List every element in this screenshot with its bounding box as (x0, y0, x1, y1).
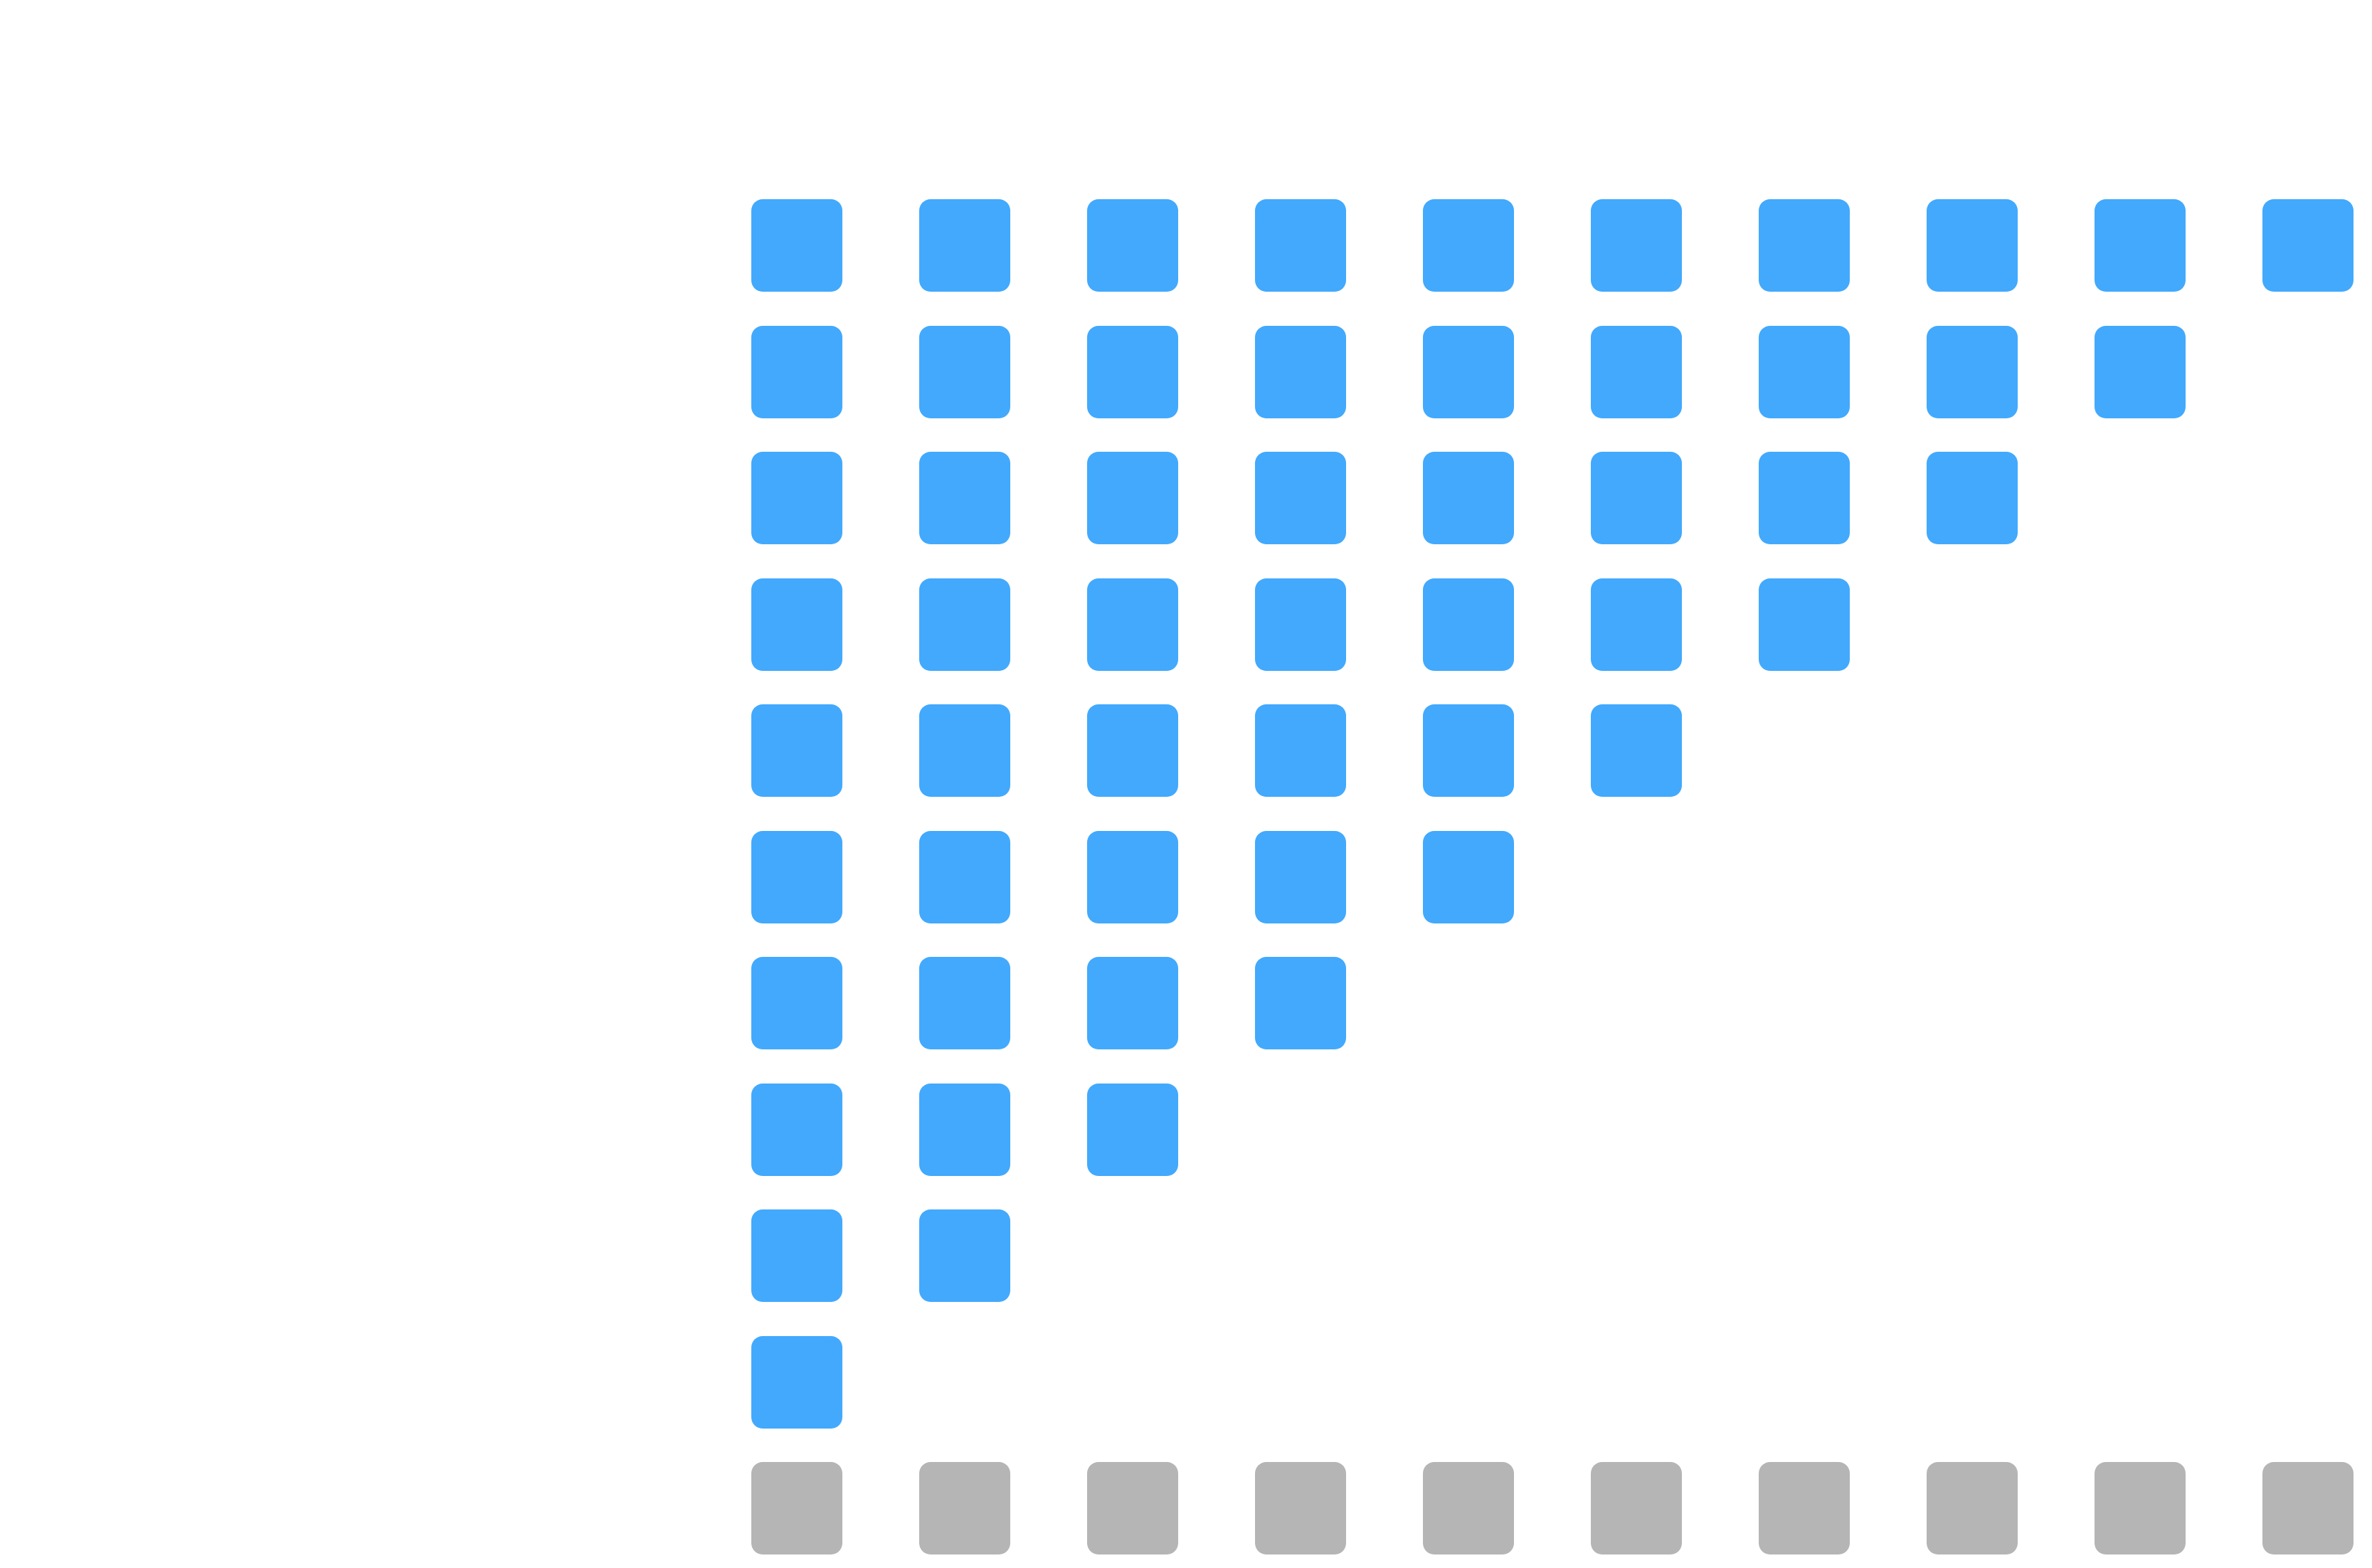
filled-square (1255, 704, 1346, 797)
filled-square (1255, 831, 1346, 923)
filled-square (1423, 199, 1514, 292)
base-square (1591, 1462, 1682, 1554)
filled-square (2095, 326, 2186, 418)
filled-square (751, 1336, 842, 1429)
base-square (919, 1462, 1010, 1554)
filled-square (1255, 326, 1346, 418)
filled-square (1591, 199, 1682, 292)
filled-square (1591, 326, 1682, 418)
filled-square (919, 1209, 1010, 1302)
filled-square (1591, 452, 1682, 544)
filled-square (1759, 452, 1850, 544)
filled-square (1255, 578, 1346, 671)
base-square (1087, 1462, 1178, 1554)
filled-square (1255, 452, 1346, 544)
filled-square (751, 199, 842, 292)
filled-square (919, 704, 1010, 797)
filled-square (919, 326, 1010, 418)
base-square (1759, 1462, 1850, 1554)
filled-square (1087, 1084, 1178, 1176)
base-square (2262, 1462, 2354, 1554)
filled-square (751, 578, 842, 671)
base-square (1255, 1462, 1346, 1554)
filled-square (1423, 831, 1514, 923)
filled-square (1087, 704, 1178, 797)
filled-square (1591, 704, 1682, 797)
filled-square (1087, 578, 1178, 671)
filled-square (1423, 704, 1514, 797)
filled-square (751, 1209, 842, 1302)
filled-square (1759, 199, 1850, 292)
base-square (751, 1462, 842, 1554)
filled-square (1087, 326, 1178, 418)
filled-square (1759, 578, 1850, 671)
filled-square (919, 831, 1010, 923)
filled-square (1927, 326, 2018, 418)
filled-square (919, 578, 1010, 671)
filled-square (1423, 326, 1514, 418)
filled-square (751, 704, 842, 797)
filled-square (2262, 199, 2354, 292)
filled-square (751, 957, 842, 1049)
filled-square (751, 326, 842, 418)
base-square (1927, 1462, 2018, 1554)
filled-square (751, 452, 842, 544)
filled-square (751, 831, 842, 923)
base-square (2095, 1462, 2186, 1554)
filled-square (1759, 326, 1850, 418)
filled-square (1087, 957, 1178, 1049)
filled-square (1087, 831, 1178, 923)
filled-square (919, 452, 1010, 544)
filled-square (919, 1084, 1010, 1176)
filled-square (1255, 199, 1346, 292)
filled-square (2095, 199, 2186, 292)
filled-square (1087, 199, 1178, 292)
filled-square (751, 1084, 842, 1176)
base-square (1423, 1462, 1514, 1554)
filled-square (1423, 578, 1514, 671)
filled-square (919, 199, 1010, 292)
filled-square (1423, 452, 1514, 544)
filled-square (1927, 199, 2018, 292)
filled-square (1927, 452, 2018, 544)
filled-square (1255, 957, 1346, 1049)
filled-square (1591, 578, 1682, 671)
filled-square (919, 957, 1010, 1049)
filled-square (1087, 452, 1178, 544)
